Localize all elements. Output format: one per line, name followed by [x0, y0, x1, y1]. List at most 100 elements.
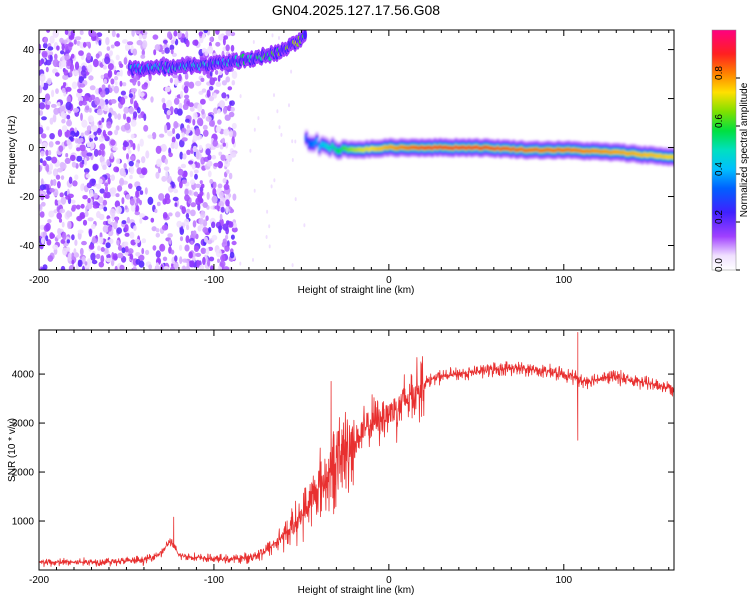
noise-blob: [90, 252, 96, 261]
snr-series: [39, 332, 674, 568]
trace-segment: [491, 147, 495, 150]
noise-blob: [215, 249, 222, 258]
noise-blob: [103, 191, 108, 199]
noise-blob: [39, 73, 46, 82]
noise-blob: [170, 39, 175, 45]
noise-blob: [182, 265, 186, 270]
trace-segment: [506, 147, 511, 150]
noise-blob: [192, 118, 196, 126]
noise-blob: [104, 247, 109, 254]
noise-blob: [39, 204, 43, 212]
noise-blob: [155, 228, 160, 233]
noise-blob: [66, 139, 72, 146]
noise-blob: [111, 30, 116, 38]
trace-segment: [378, 147, 382, 150]
noise-blob: [77, 229, 84, 234]
noise-blob: [132, 77, 137, 86]
noise-blob: [98, 196, 104, 204]
noise-blob: [91, 223, 96, 230]
noise-blob: [123, 163, 127, 169]
noise-blob: [41, 237, 45, 245]
noise-blob: [117, 245, 123, 251]
noise-blob: [177, 168, 184, 176]
noise-blob: [51, 89, 55, 98]
noise-blob: [73, 253, 80, 258]
noise-blob: [76, 204, 81, 210]
noise-blob: [135, 258, 141, 265]
noise-blob: [136, 167, 143, 175]
noise-blob: [197, 195, 202, 201]
noise-blob: [200, 98, 206, 105]
noise-blob: [189, 260, 195, 268]
noise-blob: [61, 221, 65, 228]
trace-segment: [394, 147, 398, 150]
noise-blob: [166, 175, 172, 184]
noise-blob: [82, 100, 87, 106]
noise-blob: [130, 133, 135, 139]
noise-blob: [105, 185, 108, 194]
noise-blob: [110, 44, 115, 49]
noise-blob: [225, 199, 230, 207]
noise-blob: [71, 161, 77, 168]
noise-blob: [208, 256, 215, 262]
noise-blob: [184, 194, 190, 202]
trace-segment: [312, 142, 316, 146]
noise-blob: [134, 239, 141, 244]
noise-blob: [80, 183, 84, 192]
noise-blob: [138, 33, 143, 40]
colorbar-label: Normalized spectral amplitude: [739, 82, 750, 217]
trace-segment: [575, 149, 579, 152]
noise-blob: [114, 112, 118, 120]
noise-blob: [217, 258, 220, 263]
noise-blob: [102, 129, 106, 137]
noise-blob: [121, 220, 127, 225]
noise-blob: [39, 165, 42, 173]
noise-blob: [130, 97, 134, 105]
noise-blob: [181, 132, 185, 138]
noise-blob: [85, 173, 91, 179]
noise-blob: [96, 108, 103, 116]
noise-blob: [56, 45, 60, 51]
noise-blob: [186, 149, 191, 155]
trace-segment: [556, 148, 560, 151]
trace-segment: [333, 147, 337, 151]
noise-blob: [41, 52, 48, 58]
noise-blob: [207, 239, 213, 245]
noise-blob: [42, 264, 48, 270]
noise-blob: [201, 88, 207, 93]
noise-blob: [223, 266, 230, 270]
noise-blob: [41, 142, 48, 149]
heatmap-y-ticks: -40 -20 0 20 40: [20, 45, 674, 252]
noise-blob: [188, 189, 192, 196]
noise-blob: [205, 148, 211, 156]
noise-blob: [123, 106, 130, 114]
trace-segment: [525, 149, 529, 152]
noise-blob: [87, 217, 94, 222]
heatmap-y-tick-label: -20: [20, 192, 35, 203]
noise-blob: [102, 225, 109, 233]
noise-blob: [154, 44, 161, 51]
noise-blob: [89, 85, 96, 91]
noise-blob: [98, 236, 104, 245]
trace-segment: [472, 146, 476, 149]
colorbar-scale: [711, 29, 737, 271]
noise-blob: [206, 89, 211, 98]
noise-blob: [101, 117, 105, 123]
noise-blob: [223, 183, 230, 190]
noise-blob: [191, 163, 196, 170]
noise-blob: [179, 244, 183, 251]
snr-y-tick-label: 2000: [12, 468, 35, 479]
noise-blob: [91, 125, 98, 132]
noise-blob: [231, 226, 238, 233]
noise-blob: [200, 247, 207, 254]
noise-blob: [45, 164, 50, 173]
trace-segment: [588, 150, 592, 153]
trace-segment: [517, 148, 521, 151]
noise-blob: [115, 193, 120, 198]
heatmap-y-tick-label: 20: [23, 94, 35, 105]
noise-blob: [231, 122, 237, 130]
noise-blob: [209, 77, 215, 86]
noise-blob: [39, 85, 43, 94]
noise-blob: [48, 210, 55, 218]
noise-blob: [224, 114, 231, 121]
